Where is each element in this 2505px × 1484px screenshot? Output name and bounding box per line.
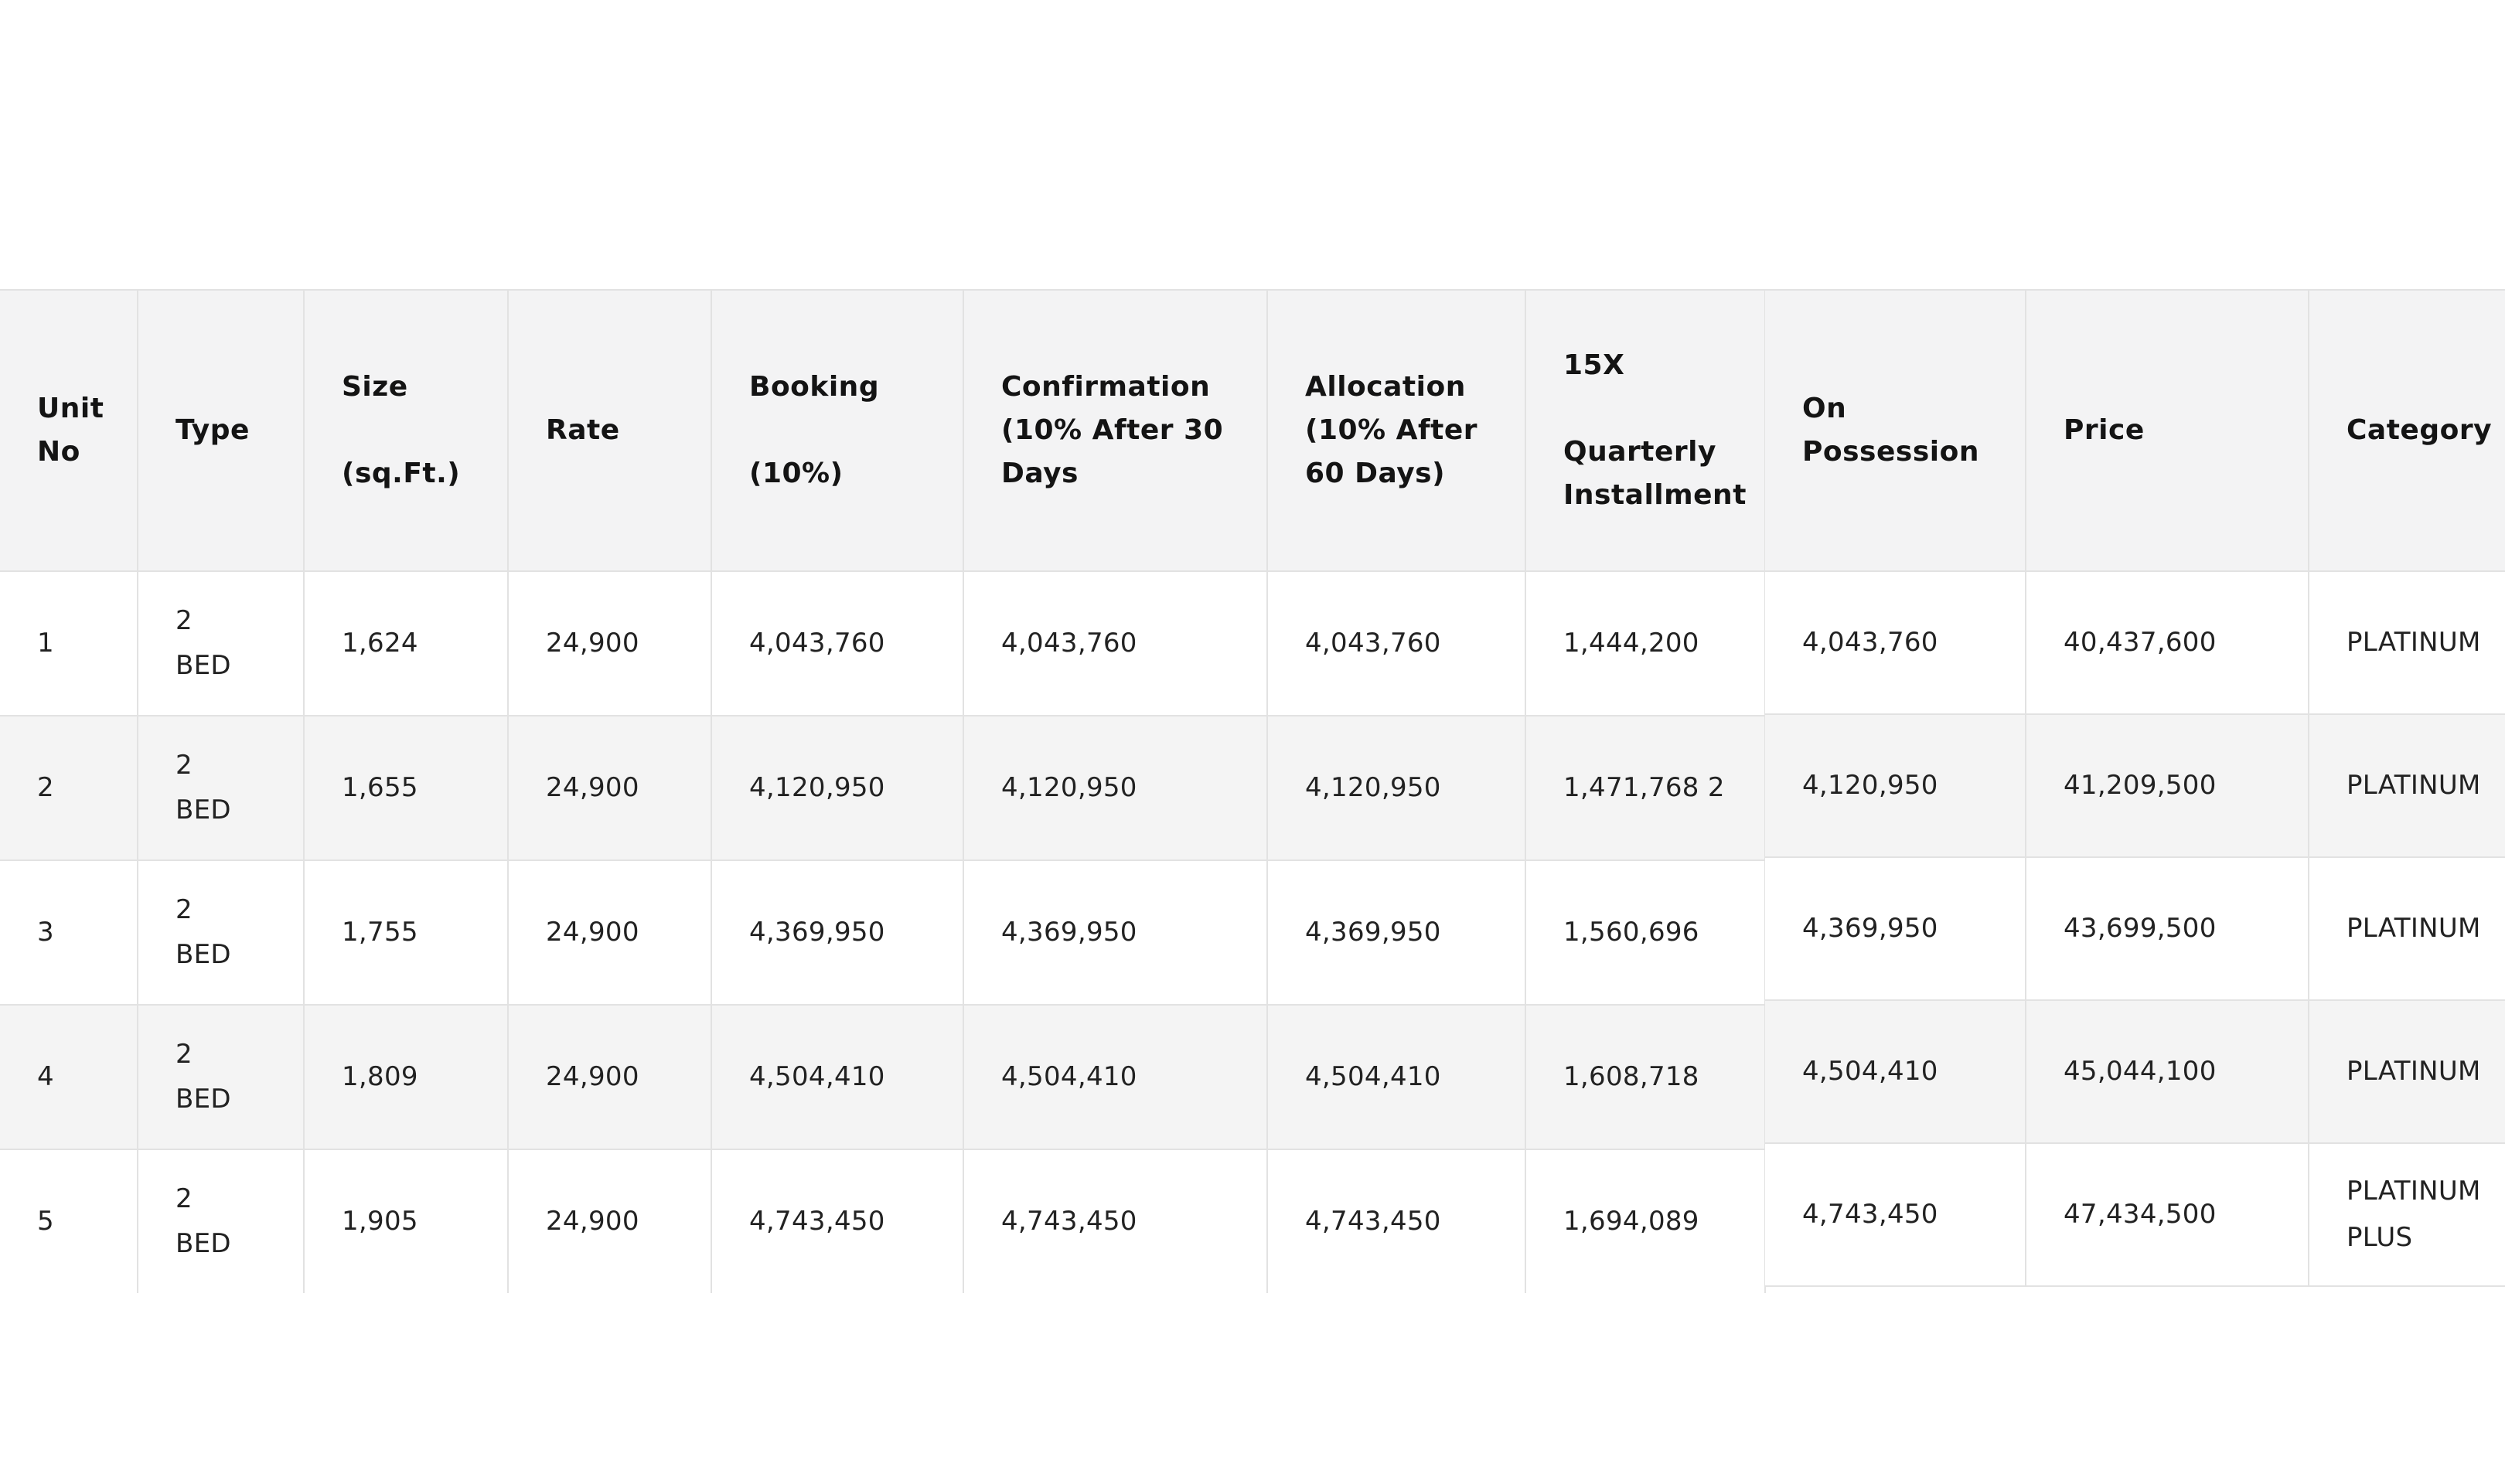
table-row: 4,120,950 41,209,500 PLATINUM	[1765, 714, 2505, 858]
table-row: 4,743,450 47,434,500 PLATINUM PLUS	[1765, 1143, 2505, 1287]
cell-rate: 24,900	[508, 860, 712, 1006]
col-header-price: Price	[2026, 289, 2309, 572]
cell-category: PLATINUM	[2309, 714, 2505, 858]
col-header-15x-installment: 15X Quarterly Installment	[1525, 289, 1766, 572]
table-row: 5 2 BED 1,905 24,900 4,743,450 4,743,450…	[0, 1149, 1766, 1293]
cell-price: 47,434,500	[2026, 1143, 2309, 1287]
cell-on-possession: 4,504,410	[1765, 1000, 2026, 1144]
cell-on-possession: 4,043,760	[1765, 571, 2026, 715]
col-header-size: Size (sq.Ft.)	[304, 289, 509, 572]
cell-booking: 4,504,410	[711, 1005, 964, 1150]
col-header-category: Category	[2309, 289, 2505, 572]
payment-plan-table-left: Unit No Type Size (sq.Ft.) Rate Booking …	[0, 289, 1766, 1293]
cell-on-possession: 4,369,950	[1765, 857, 2026, 1001]
col-header-on-possession: On Possession	[1765, 289, 2026, 572]
cell-unit-no: 3	[0, 860, 138, 1006]
cell-unit-no: 5	[0, 1149, 138, 1293]
col-header-rate: Rate	[508, 289, 712, 572]
cell-allocation: 4,743,450	[1267, 1149, 1526, 1293]
cell-price: 40,437,600	[2026, 571, 2309, 715]
cell-type: 2 BED	[138, 1005, 305, 1150]
cell-price: 41,209,500	[2026, 714, 2309, 858]
cell-15x-installment: 1,694,089	[1525, 1149, 1766, 1293]
cell-category: PLATINUM	[2309, 571, 2505, 715]
cell-rate: 24,900	[508, 1149, 712, 1293]
cell-15x-installment: 1,444,200	[1525, 571, 1766, 716]
cell-size: 1,655	[304, 716, 509, 861]
col-header-allocation: Allocation (10% After 60 Days)	[1267, 289, 1526, 572]
cell-type: 2 BED	[138, 571, 305, 716]
table-row: 4,504,410 45,044,100 PLATINUM	[1765, 1000, 2505, 1144]
cell-size: 1,905	[304, 1149, 509, 1293]
cell-allocation: 4,043,760	[1267, 571, 1526, 716]
cell-allocation: 4,120,950	[1267, 716, 1526, 861]
cell-size: 1,755	[304, 860, 509, 1006]
cell-confirmation: 4,369,950	[963, 860, 1268, 1006]
table-row: 4,369,950 43,699,500 PLATINUM	[1765, 857, 2505, 1001]
payment-plan-table-right: On Possession Price Category 4,043,760 4…	[1765, 289, 2505, 1287]
cell-15x-installment: 1,608,718	[1525, 1005, 1766, 1150]
cell-category: PLATINUM	[2309, 1000, 2505, 1144]
table-header-row: Unit No Type Size (sq.Ft.) Rate Booking …	[0, 289, 1766, 572]
cell-unit-no: 2	[0, 716, 138, 861]
cell-size: 1,624	[304, 571, 509, 716]
cell-type: 2 BED	[138, 1149, 305, 1293]
table-row: 3 2 BED 1,755 24,900 4,369,950 4,369,950…	[0, 860, 1766, 1006]
cell-confirmation: 4,120,950	[963, 716, 1268, 861]
cell-booking: 4,120,950	[711, 716, 964, 861]
cell-type: 2 BED	[138, 716, 305, 861]
cell-price: 43,699,500	[2026, 857, 2309, 1001]
cell-booking: 4,369,950	[711, 860, 964, 1006]
table-row: 2 2 BED 1,655 24,900 4,120,950 4,120,950…	[0, 716, 1766, 861]
cell-confirmation: 4,743,450	[963, 1149, 1268, 1293]
col-header-unit-no: Unit No	[0, 289, 138, 572]
table-row: 1 2 BED 1,624 24,900 4,043,760 4,043,760…	[0, 571, 1766, 716]
col-header-booking: Booking (10%)	[711, 289, 964, 572]
cell-15x-installment: 1,560,696	[1525, 860, 1766, 1006]
col-header-type: Type	[138, 289, 305, 572]
cell-confirmation: 4,504,410	[963, 1005, 1268, 1150]
cell-booking: 4,743,450	[711, 1149, 964, 1293]
cell-rate: 24,900	[508, 716, 712, 861]
cell-allocation: 4,504,410	[1267, 1005, 1526, 1150]
cell-on-possession: 4,743,450	[1765, 1143, 2026, 1287]
cell-category: PLATINUM PLUS	[2309, 1143, 2505, 1287]
cell-rate: 24,900	[508, 571, 712, 716]
cell-unit-no: 4	[0, 1005, 138, 1150]
cell-category: PLATINUM	[2309, 857, 2505, 1001]
cell-rate: 24,900	[508, 1005, 712, 1150]
cell-unit-no: 1	[0, 571, 138, 716]
table-row: 4 2 BED 1,809 24,900 4,504,410 4,504,410…	[0, 1005, 1766, 1150]
cell-on-possession: 4,120,950	[1765, 714, 2026, 858]
cell-size: 1,809	[304, 1005, 509, 1150]
table-row: 4,043,760 40,437,600 PLATINUM	[1765, 571, 2505, 715]
cell-booking: 4,043,760	[711, 571, 964, 716]
cell-confirmation: 4,043,760	[963, 571, 1268, 716]
col-header-confirmation: Confirmation (10% After 30 Days	[963, 289, 1268, 572]
cell-allocation: 4,369,950	[1267, 860, 1526, 1006]
cell-15x-installment: 1,471,768 2	[1525, 716, 1766, 861]
table-header-row: On Possession Price Category	[1765, 289, 2505, 572]
cell-price: 45,044,100	[2026, 1000, 2309, 1144]
cell-type: 2 BED	[138, 860, 305, 1006]
